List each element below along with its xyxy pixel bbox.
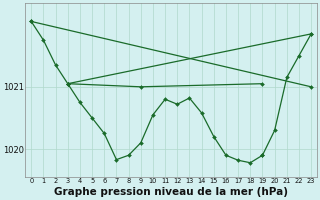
X-axis label: Graphe pression niveau de la mer (hPa): Graphe pression niveau de la mer (hPa) xyxy=(54,187,288,197)
